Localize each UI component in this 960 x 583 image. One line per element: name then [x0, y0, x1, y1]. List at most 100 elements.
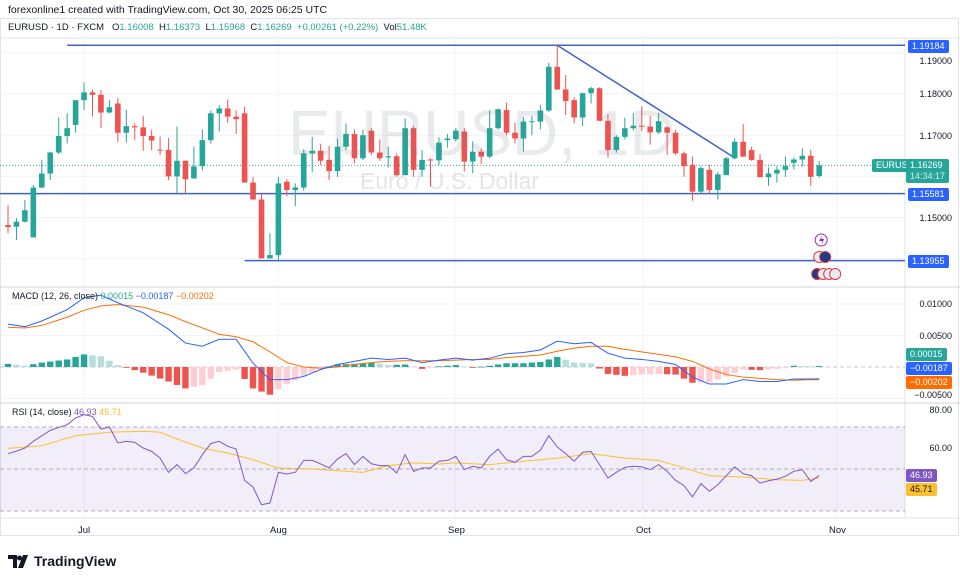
candle-body — [326, 159, 332, 172]
candle — [343, 123, 349, 151]
macd-histogram-bar — [452, 365, 460, 367]
candle — [765, 167, 772, 186]
macd-histogram-bar — [503, 363, 510, 367]
candle-body — [647, 126, 653, 133]
candle — [529, 115, 535, 136]
candle-body — [579, 93, 586, 118]
rsi-tag: 46.93 — [906, 469, 937, 482]
macd-histogram-bar — [655, 367, 662, 374]
macd-histogram-bar — [385, 365, 392, 367]
rsi-tick: 80.00 — [929, 405, 952, 415]
macd-histogram-bar — [461, 366, 468, 368]
candle — [334, 138, 341, 177]
macd-histogram-bar — [697, 367, 705, 383]
candle — [503, 102, 510, 136]
candle — [300, 149, 307, 191]
macd-histogram-bar — [55, 360, 62, 367]
candle — [410, 126, 417, 177]
candle-body — [191, 166, 197, 179]
macd-hist-tag: 0.00015 — [906, 348, 947, 361]
candle — [115, 98, 121, 142]
macd-histogram-bar — [199, 367, 206, 386]
close-value: 1.16269 — [257, 22, 292, 33]
macd-histogram-bar — [393, 364, 400, 367]
candle-body — [343, 133, 349, 147]
macd-histogram-bar — [376, 363, 383, 367]
rsi-title[interactable]: RSI (14, close) — [12, 407, 72, 417]
candle — [622, 117, 628, 140]
macd-tick: 0.00500 — [919, 331, 952, 341]
level-tag[interactable]: 1.13955 — [908, 255, 949, 268]
events-markers — [811, 233, 842, 280]
watermark-title: EURUSD, 1D — [288, 97, 676, 169]
candle-body — [588, 88, 594, 94]
macd-histogram-bar — [300, 367, 307, 377]
candle-body — [258, 199, 265, 259]
macd-histogram-bar — [30, 364, 37, 367]
candle — [554, 45, 561, 90]
candle — [461, 128, 468, 172]
macd-histogram-bar — [739, 367, 747, 370]
macd-histogram-bar — [706, 367, 713, 383]
candle — [393, 153, 400, 177]
candle-body — [140, 127, 146, 137]
candle — [148, 129, 155, 151]
macd-histogram-bar — [579, 362, 586, 367]
candle — [250, 176, 256, 200]
level-tag[interactable]: 1.15581 — [908, 188, 949, 201]
candle-body — [309, 150, 315, 154]
brand-name: TradingView — [34, 553, 117, 569]
level-tag[interactable]: 1.19184 — [908, 40, 949, 53]
candle — [748, 146, 755, 161]
candle — [241, 106, 248, 183]
macd-title[interactable]: MACD (12, 26, close) — [12, 291, 99, 301]
symbol-label[interactable]: EURUSD · 1D · FXCM — [8, 22, 105, 33]
rsi-ma-value: 45.71 — [99, 407, 122, 417]
macd-histogram-bar — [790, 365, 798, 367]
candle-body — [115, 103, 121, 133]
credit-line: forexonline1 created with TradingView.co… — [8, 4, 328, 16]
time-label-oct: Oct — [636, 525, 651, 536]
candle — [174, 126, 180, 194]
candle — [199, 129, 206, 171]
candle-body — [241, 113, 248, 183]
candle-body — [72, 100, 79, 125]
candle — [672, 129, 679, 155]
candle — [360, 129, 366, 160]
rsi-legend: RSI (14, close) 46.93 45.71 — [12, 407, 122, 417]
macd-histogram-bar — [292, 367, 299, 381]
macd-legend: MACD (12, 26, close) 0.00015 −0.00187 −0… — [12, 291, 214, 301]
candle-body — [224, 108, 231, 117]
macd-line — [7, 294, 820, 385]
macd-histogram-bar — [469, 367, 476, 368]
candle-body — [453, 130, 459, 140]
macd-histogram-bar — [773, 367, 781, 369]
candle-body — [131, 126, 138, 128]
open-label: O — [111, 22, 120, 33]
macd-histogram-bar — [587, 363, 595, 367]
macd-histogram-bar — [799, 366, 806, 367]
candle — [774, 166, 780, 183]
candle — [5, 205, 11, 234]
candle — [140, 115, 146, 151]
macd-value: −0.00187 — [135, 291, 174, 301]
macd-histogram-bar — [4, 363, 12, 367]
candle-body — [317, 150, 324, 161]
candle — [317, 143, 324, 165]
time-label-nov: Nov — [829, 525, 846, 536]
candle — [427, 158, 434, 187]
candle — [216, 105, 223, 132]
macd-histogram-bar — [131, 367, 138, 371]
last-price-tag: 1.16269 14:34:17 — [906, 159, 950, 183]
candle — [706, 164, 713, 194]
macd-histogram-bar — [207, 367, 214, 379]
macd-histogram-bar — [554, 356, 561, 367]
macd-histogram-bar — [401, 364, 409, 367]
macd-histogram-bar — [630, 367, 637, 376]
macd-histogram-bar — [72, 356, 79, 367]
macd-histogram-bar — [562, 359, 569, 367]
candle-body — [503, 110, 510, 133]
candle — [715, 171, 721, 200]
macd-histogram-bar — [275, 367, 282, 390]
